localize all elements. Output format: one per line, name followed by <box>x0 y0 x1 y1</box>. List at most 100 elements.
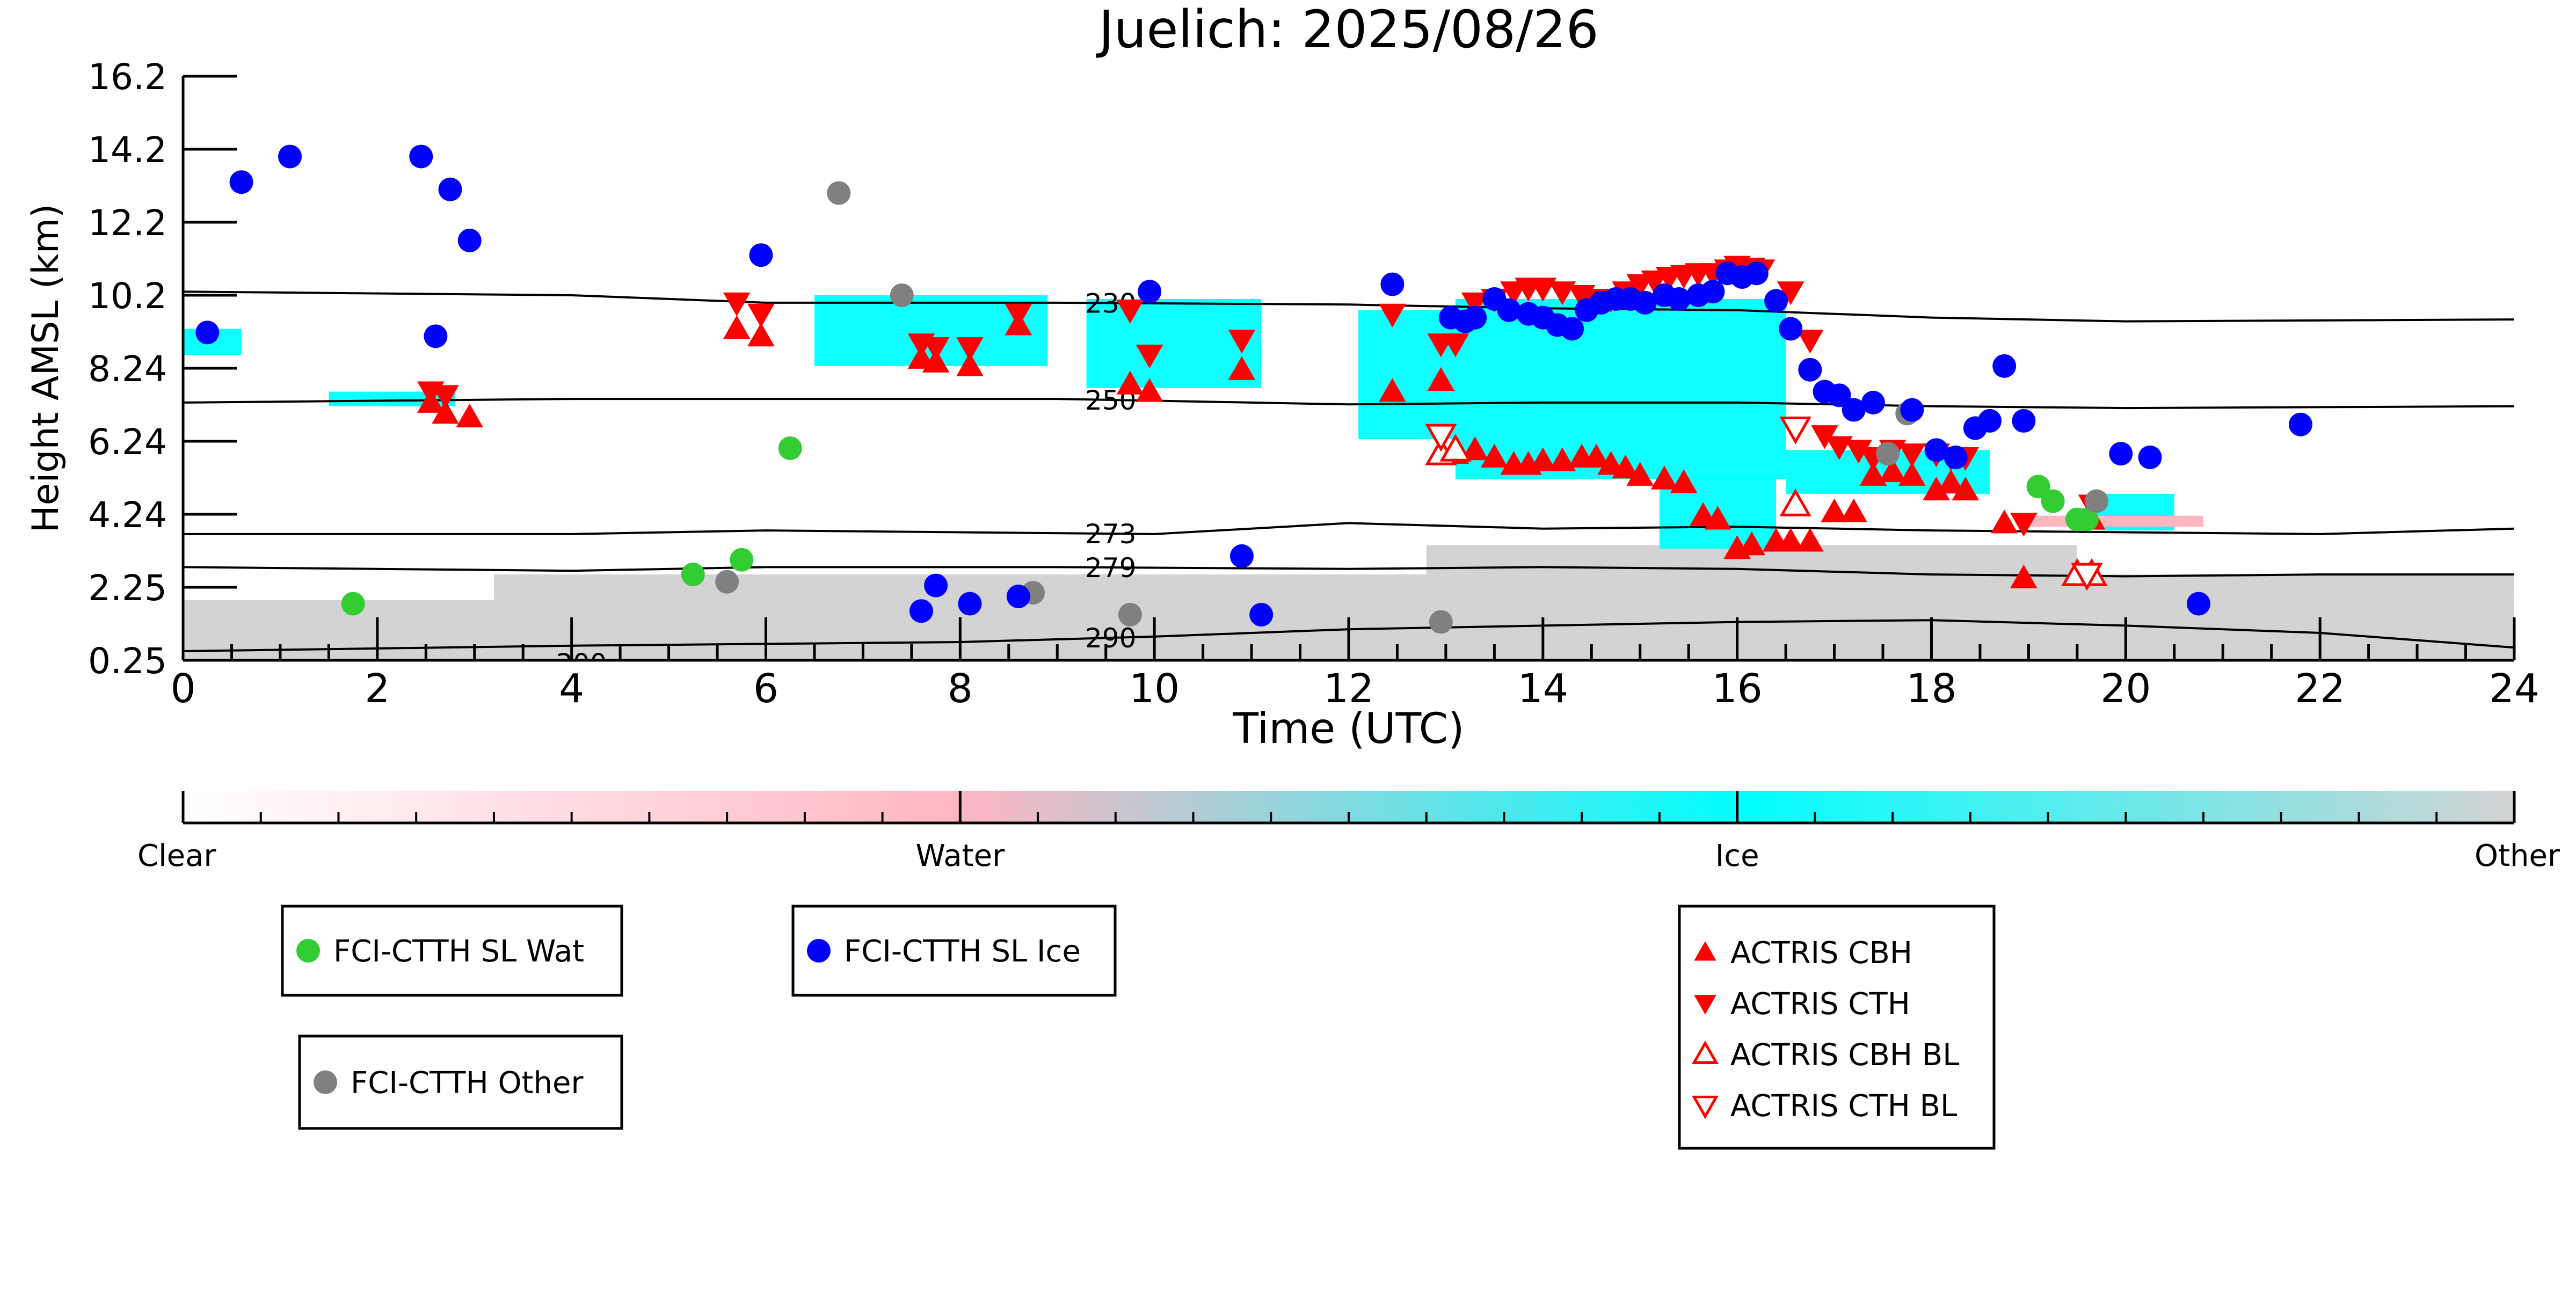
data-point-actris-cth <box>1116 300 1144 324</box>
colorbar: Clear Water Ice Other <box>137 791 2560 873</box>
x-tick-label: 14 <box>1518 666 1568 712</box>
isotherm-label-300: 300 <box>556 648 607 679</box>
x-tick-label: 12 <box>1323 666 1374 712</box>
isotherm-line-230 <box>183 290 2514 323</box>
data-point-actris-cbh <box>1583 443 1610 468</box>
data-point-fci-ctth-sl-ice <box>1827 383 1851 407</box>
data-point-actris-cth <box>956 337 984 361</box>
legend-label: FCI-CTTH SL Wat <box>333 934 584 969</box>
x-tick-label: 2 <box>365 666 390 712</box>
data-point-actris-cth <box>1811 425 1838 449</box>
data-point-fci-ctth-sl-wat <box>681 563 705 587</box>
isotherm-line-273 <box>183 522 2514 535</box>
data-point-actris-cth <box>1777 281 1804 305</box>
chart-title: Juelich: 2025/08/26 <box>1096 0 1598 60</box>
legend-box: FCI-CTTH Other <box>298 1034 623 1130</box>
series-actris-cth-bl <box>1425 417 2103 591</box>
data-point-fci-ctth-sl-ice <box>1560 317 1584 341</box>
data-point-fci-ctth-sl-ice <box>958 592 982 616</box>
data-point-actris-cth <box>1825 436 1853 460</box>
legend-label: ACTRIS CBH <box>1730 936 1912 971</box>
data-point-fci-ctth-sl-ice <box>1701 280 1725 304</box>
data-point-actris-cbh <box>956 352 984 376</box>
data-point-actris-cth <box>1442 333 1469 358</box>
data-point-actris-cbh <box>1379 378 1406 402</box>
data-point-fci-ctth-sl-wat <box>2026 475 2050 499</box>
data-point-fci-ctth-sl-ice <box>2109 442 2133 466</box>
series-fci-ctth-sl-ice <box>195 144 2312 626</box>
colorbar-label-ice: Ice <box>1715 839 1759 873</box>
data-point-fci-ctth-sl-ice <box>2187 592 2211 616</box>
data-point-actris-cbh <box>747 323 775 347</box>
data-point-actris-cbh <box>1859 462 1887 486</box>
legend-frame <box>791 905 1117 997</box>
data-point-actris-cth <box>1548 281 1576 305</box>
data-point-fci-ctth-sl-ice <box>1764 289 1788 313</box>
data-point-actris-cbh <box>1427 367 1455 391</box>
data-point-fci-ctth-sl-ice <box>2138 445 2162 469</box>
data-point-fci-ctth-sl-ice <box>1249 603 1274 626</box>
data-point-fci-ctth-sl-ice <box>909 599 933 623</box>
data-points-layer <box>195 144 2312 634</box>
legend-marker <box>314 1070 337 1094</box>
data-point-actris-cth <box>1898 443 1926 468</box>
colorbar-label-clear: Clear <box>137 839 216 873</box>
data-point-fci-ctth-sl-ice <box>229 170 253 194</box>
classification-region-ice <box>1456 298 1786 479</box>
legend-frame <box>281 905 623 997</box>
data-point-actris-cth <box>747 303 775 327</box>
x-tick-label: 18 <box>1906 666 1956 712</box>
data-point-fci-ctth-sl-ice <box>195 320 220 345</box>
data-point-actris-cbh <box>1461 436 1489 461</box>
legend-marker <box>1691 1040 1719 1065</box>
data-point-actris-cbh <box>1612 455 1639 479</box>
data-point-actris-cbh <box>1990 509 2018 534</box>
data-point-actris-cbh <box>1529 447 1557 471</box>
data-point-fci-ctth-sl-ice <box>749 243 773 267</box>
data-point-actris-cth <box>1461 292 1489 317</box>
data-point-actris-cbh <box>1738 531 1766 556</box>
legend-label: ACTRIS CTH BL <box>1730 1089 1957 1124</box>
data-point-actris-cbh <box>1548 447 1576 471</box>
data-point-fci-ctth-sl-ice <box>1229 544 1254 568</box>
y-tick-label: 12.2 <box>88 202 167 244</box>
data-point-actris-cbh <box>1650 465 1678 490</box>
data-point-actris-cth <box>432 385 459 409</box>
data-point-fci-ctth-sl-ice <box>438 177 462 201</box>
data-point-fci-ctth-sl-ice <box>1798 358 1822 382</box>
data-point-actris-cbh <box>1481 443 1508 468</box>
data-point-actris-cth <box>1845 440 1873 464</box>
data-point-fci-ctth-sl-ice <box>424 324 448 348</box>
data-point-fci-ctth-other <box>1876 442 1900 466</box>
data-point-fci-ctth-sl-ice <box>1138 280 1162 304</box>
x-tick-label: 24 <box>2489 666 2539 712</box>
legend-box: ACTRIS CBH ACTRIS CTH ACTRIS CBH BL ACTRIS … <box>1678 905 1996 1150</box>
cloud-classification-layer <box>183 295 2514 660</box>
data-point-actris-cth <box>1136 345 1163 369</box>
classification-region-water <box>2028 515 2204 527</box>
data-point-fci-ctth-sl-ice <box>924 573 948 597</box>
x-tick-label: 22 <box>2295 666 2345 712</box>
data-point-actris-cbh <box>1821 498 1848 522</box>
data-point-fci-ctth-sl-ice <box>1992 354 2017 378</box>
y-tick-label: 8.24 <box>88 348 167 390</box>
data-point-fci-ctth-sl-ice <box>409 144 433 169</box>
data-point-actris-cth <box>1529 278 1557 302</box>
y-tick-label: 6.24 <box>88 421 167 463</box>
data-point-actris-cbh <box>2010 564 2037 588</box>
legend-label: ACTRIS CBH BL <box>1730 1038 1959 1073</box>
data-point-fci-ctth-sl-ice <box>1842 398 1866 422</box>
data-point-fci-ctth-sl-ice <box>1380 272 1405 296</box>
data-point-actris-cbh <box>1777 528 1804 552</box>
legend-marker <box>296 939 320 963</box>
data-point-actris-cth <box>1228 330 1256 354</box>
isotherm-label-290: 290 <box>1085 623 1136 654</box>
x-tick-label: 4 <box>559 666 584 712</box>
legend-frame <box>1678 905 1996 1150</box>
x-axis-label: Time (UTC) <box>1232 705 1464 753</box>
data-point-actris-cbh <box>1923 476 1950 501</box>
y-tick-label: 2.25 <box>88 567 167 609</box>
colorbar-label-other: Other <box>2475 839 2560 873</box>
